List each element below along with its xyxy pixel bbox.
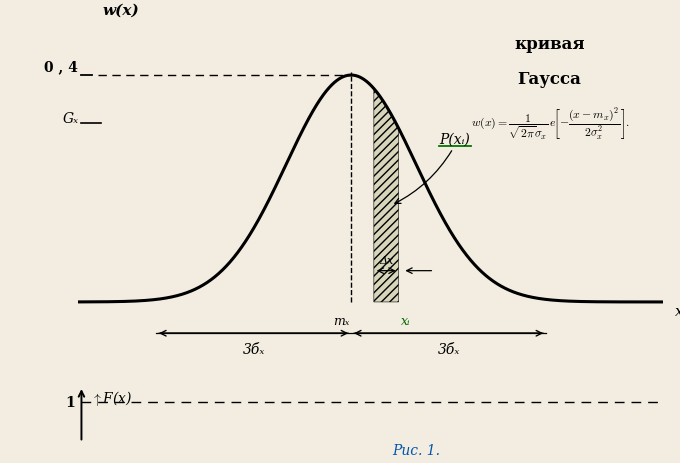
Text: кривая: кривая — [514, 36, 585, 53]
Text: xᵢ: xᵢ — [401, 315, 411, 328]
Text: $\uparrow$F(x): $\uparrow$F(x) — [91, 388, 133, 407]
Text: Gₓ: Gₓ — [62, 112, 78, 125]
Text: 0 , 4: 0 , 4 — [44, 60, 78, 74]
Text: $w(x){=}\dfrac{1}{\sqrt{2\pi}\sigma_x}\,e\!\left[-\dfrac{(x-m_x)^2}{2\sigma_x^2}: $w(x){=}\dfrac{1}{\sqrt{2\pi}\sigma_x}\,… — [471, 106, 630, 143]
Text: 1: 1 — [65, 395, 75, 409]
Text: Δx: Δx — [379, 256, 393, 265]
Text: mₓ: mₓ — [333, 315, 350, 328]
Text: x: x — [675, 304, 680, 318]
Text: 3бₓ: 3бₓ — [437, 343, 460, 357]
Text: P(xᵢ): P(xᵢ) — [439, 132, 470, 146]
Text: Гаусса: Гаусса — [517, 71, 581, 88]
Text: Рис. 1.: Рис. 1. — [392, 443, 440, 457]
Text: w(x): w(x) — [103, 3, 139, 18]
Text: 3бₓ: 3бₓ — [243, 343, 265, 357]
